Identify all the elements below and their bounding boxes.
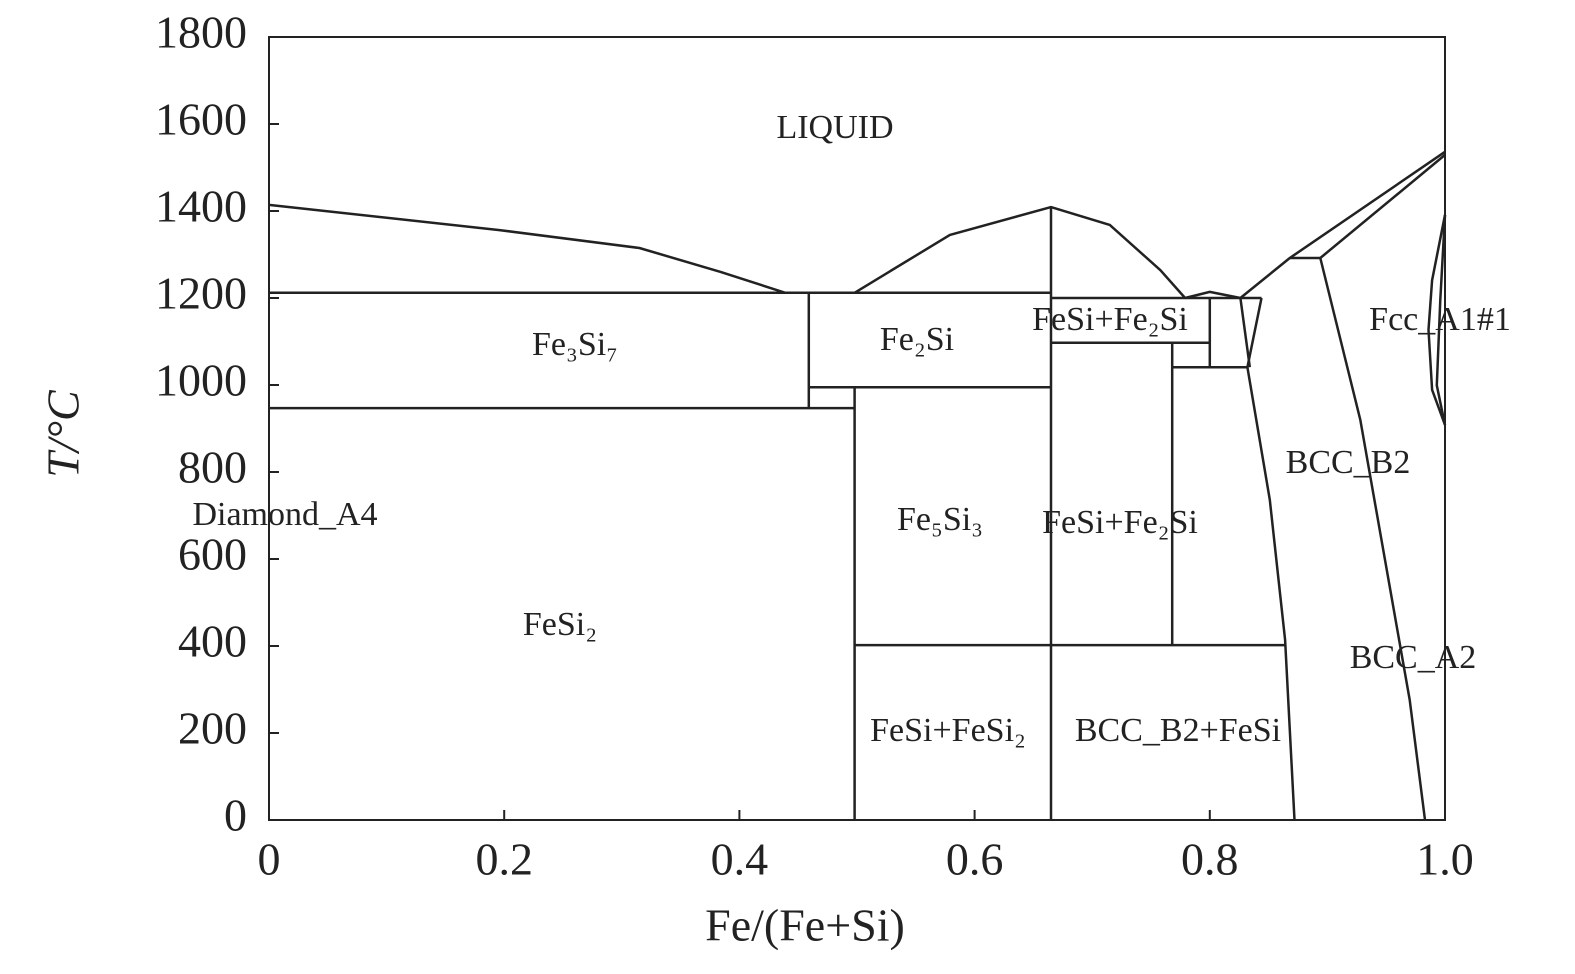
x-tick-label: 0.6 [946, 834, 1004, 885]
y-axis-label: T/°C [38, 389, 89, 478]
phase-boundary [853, 205, 1187, 299]
region-label: BCC_B2 [1286, 444, 1411, 481]
y-tick-label: 1400 [155, 181, 247, 232]
y-tick-label: 1600 [155, 94, 247, 145]
y-tick-label: 0 [224, 790, 247, 841]
phase-boundary [1427, 214, 1447, 426]
x-tick-label: 1.0 [1416, 834, 1474, 885]
x-tick-label: 0.8 [1181, 834, 1239, 885]
region-label: BCC_B2+FeSi [1075, 712, 1281, 749]
phase-boundary [1435, 214, 1447, 426]
y-tick-label: 1800 [155, 7, 247, 58]
phase-boundary [1246, 297, 1296, 821]
region-label: LIQUID [776, 109, 893, 146]
x-tick-label: 0 [258, 834, 281, 885]
phase-boundary [1319, 257, 1427, 821]
plot-frame [268, 36, 1446, 821]
phase-boundary [1184, 290, 1241, 300]
region-label: FeSi+Fe₂Si [1032, 301, 1188, 338]
region-label: BCC_A2 [1350, 639, 1477, 676]
x-axis-label: Fe/(Fe+Si) [705, 900, 905, 951]
region-label: Fe₃Si₇ [532, 326, 618, 363]
phase-boundary [268, 203, 786, 294]
region-label: FeSi+Fe₂Si [1042, 504, 1198, 541]
y-tick-label: 1000 [155, 355, 247, 406]
x-tick-label: 0.4 [711, 834, 769, 885]
y-tick-label: 400 [178, 616, 247, 667]
phase-boundary [1319, 153, 1446, 259]
region-label: FeSi+FeSi₂ [870, 712, 1026, 749]
y-tick-label: 200 [178, 703, 247, 754]
region-label: FeSi₂ [523, 606, 597, 643]
region-label: Diamond_A4 [192, 496, 377, 533]
y-tick-label: 800 [178, 442, 247, 493]
y-tick-label: 600 [178, 529, 247, 580]
phase-boundary [1239, 150, 1446, 299]
phase-boundary [1239, 297, 1252, 368]
x-tick-label: 0.2 [475, 834, 533, 885]
region-label: Fe₅Si₃ [897, 501, 983, 538]
region-label: Fe₂Si [880, 321, 954, 358]
region-label: Fcc_A1#1 [1369, 301, 1511, 338]
y-tick-label: 1200 [155, 268, 247, 319]
